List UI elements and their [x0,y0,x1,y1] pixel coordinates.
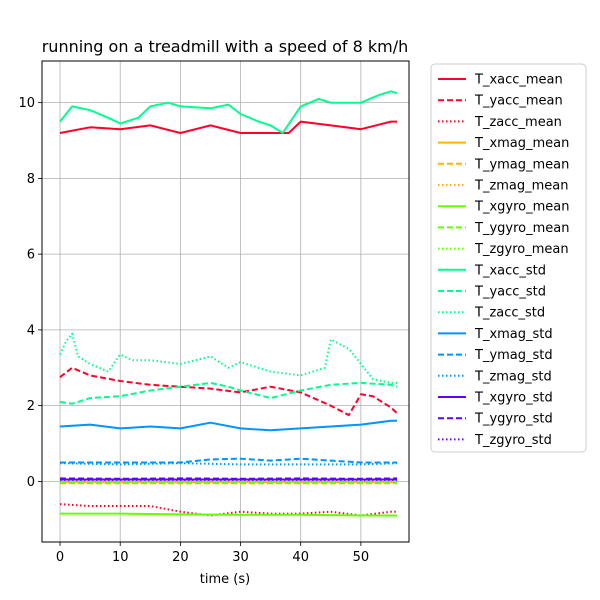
series-line-t-zmag-std [59,462,398,466]
y-tick-label: 2 [27,399,35,414]
y-tick-label: 6 [27,248,35,263]
axis-ticks: 0 10 20 30 40 50 0 2 4 6 8 10 [18,96,369,565]
legend-label: T_xacc_std [474,263,546,278]
series-line-t-xgyro-mean [60,512,397,517]
series-line-t-yacc-mean [59,366,398,417]
legend-label: T_xmag_std [474,327,553,342]
legend-label: T_ymag_mean [474,157,569,172]
x-tick-label: 20 [172,550,189,565]
legend-label: T_zmag_std [474,369,552,384]
x-tick-label: 40 [292,550,309,565]
y-tick-label: 0 [27,475,35,490]
series-line-t-ymag-std [60,457,397,464]
legend-label: T_ymag_std [474,348,553,363]
legend-label: T_yacc_std [474,285,546,300]
series-line-t-xacc-mean [59,120,397,134]
legend-label: T_zmag_mean [474,179,569,194]
gridlines [42,61,409,542]
legend-label: T_xgyro_std [474,391,553,406]
legend-label: T_zgyro_mean [474,242,569,257]
legend: T_xacc_mean T_yacc_mean T_zacc_mean T_xmag_… [430,63,587,453]
plot-area [59,90,398,517]
legend-label: T_ygyro_mean [474,221,569,236]
y-tick-label: 8 [27,172,35,187]
series-line-t-xmag-std [59,419,397,432]
x-tick-label: 0 [56,550,64,565]
legend-label: T_zacc_std [474,306,545,321]
y-tick-label: 10 [18,96,35,111]
series-line-t-yacc-std [59,381,398,405]
x-tick-label: 50 [353,550,370,565]
x-tick-label: 10 [112,550,129,565]
x-axis-label: time (s) [200,572,250,587]
series-line-t-xacc-std [59,90,398,134]
legend-label: T_xgyro_mean [474,200,569,215]
x-tick-label: 30 [232,550,249,565]
legend-label: T_zgyro_std [474,433,552,448]
legend-label: T_xmag_mean [474,136,569,151]
series-line-t-zacc-mean [59,503,397,517]
legend-frame [430,63,587,453]
legend-label: T_xacc_mean [474,73,563,88]
legend-label: T_ygyro_std [474,412,553,427]
chart-title: running on a treadmill with a speed of 8… [42,37,409,56]
plot-frame [41,60,410,543]
legend-label: T_zacc_mean [474,115,562,130]
legend-label: T_yacc_mean [474,94,563,109]
y-tick-label: 4 [27,323,35,338]
